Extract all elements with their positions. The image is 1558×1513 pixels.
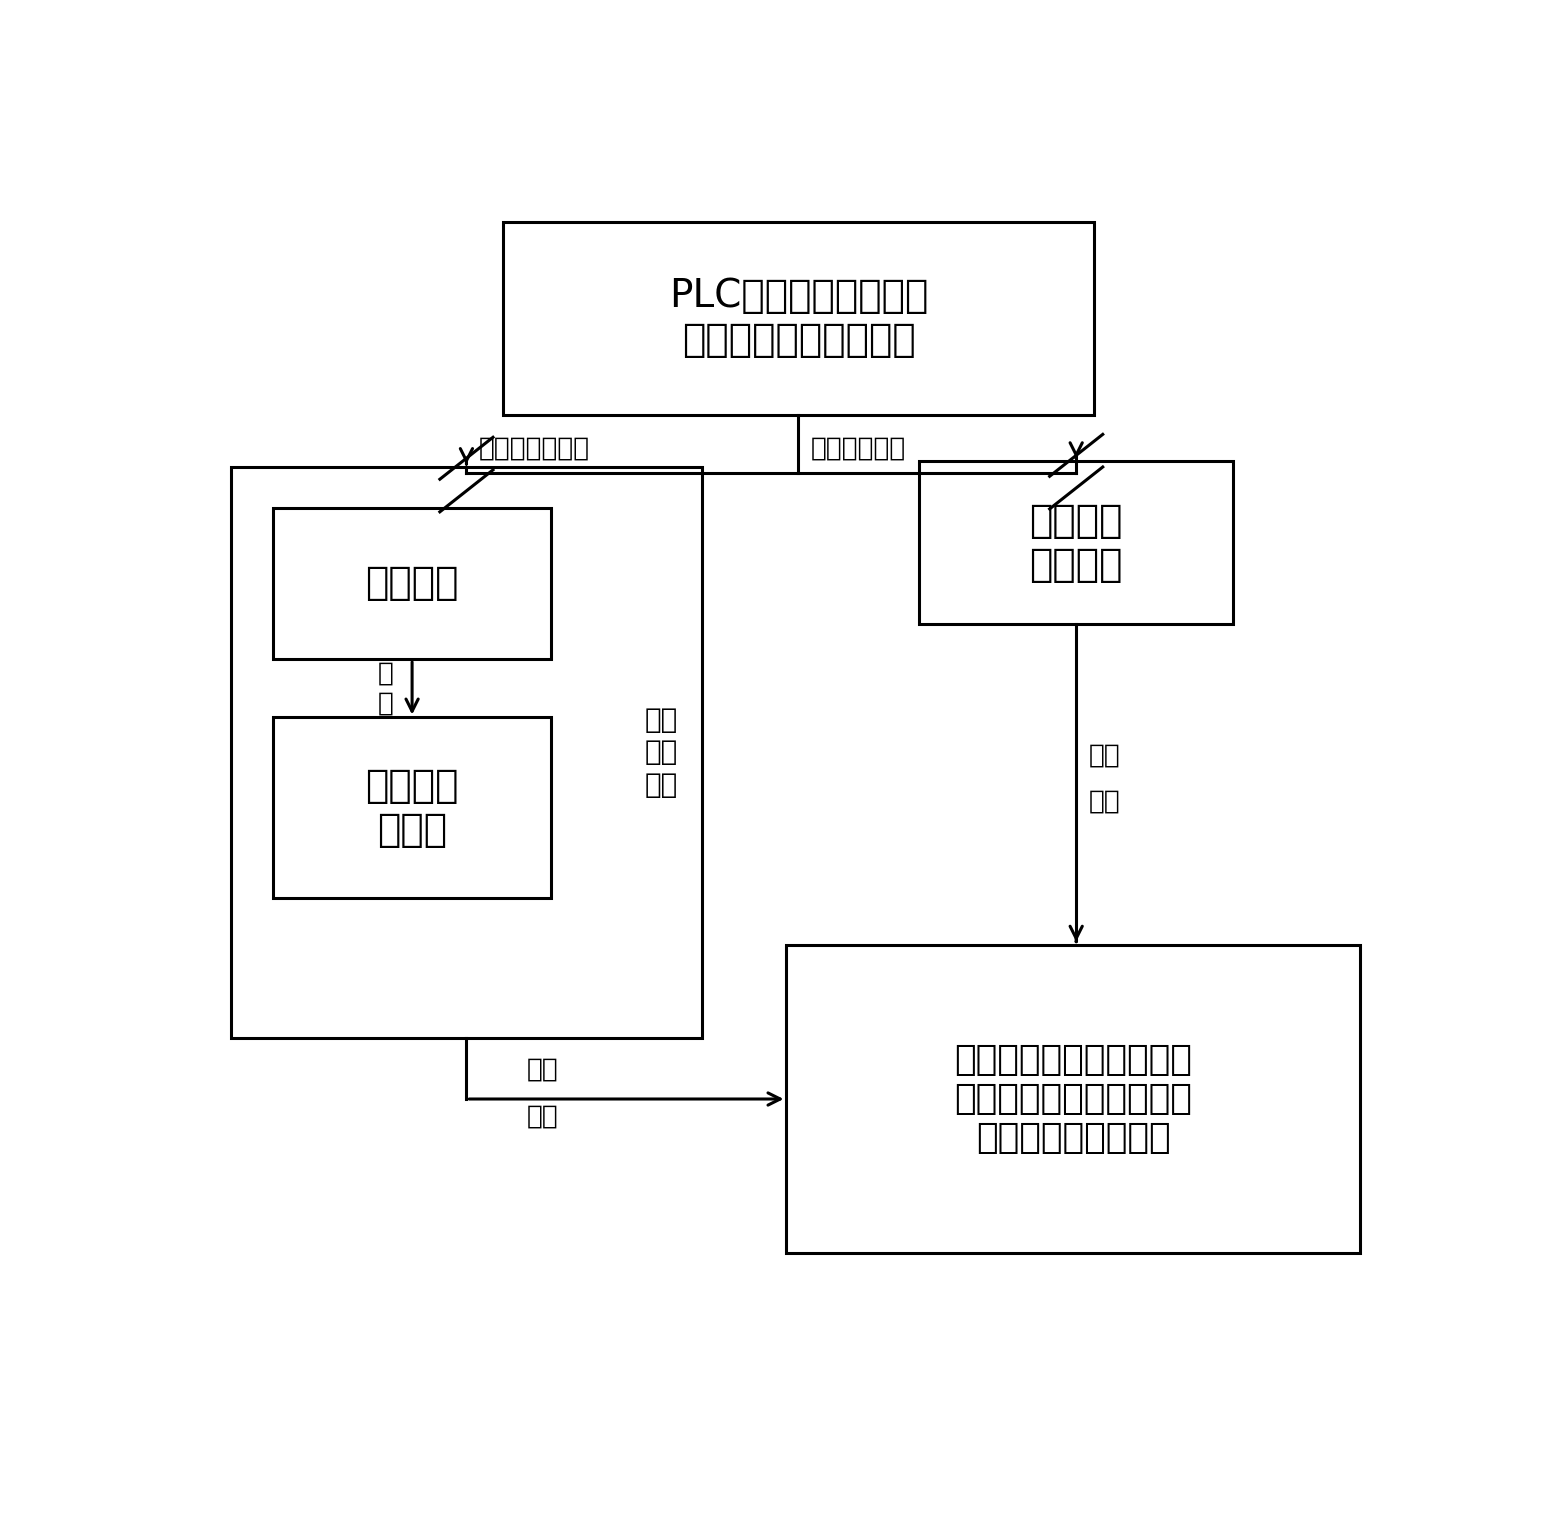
Text: 计算温度
设定值: 计算温度 设定值 <box>365 767 460 849</box>
Bar <box>787 944 1360 1253</box>
Bar <box>273 717 552 899</box>
Text: 配方选择: 配方选择 <box>365 564 460 602</box>
Text: 参
数: 参 数 <box>379 660 394 716</box>
Bar <box>273 508 552 660</box>
Text: 钢带速度信息: 钢带速度信息 <box>810 436 905 461</box>
Text: 位置: 位置 <box>1087 743 1120 769</box>
Bar <box>919 461 1234 625</box>
Text: 信息
匹配
系统: 信息 匹配 系统 <box>645 707 678 799</box>
Text: 将速度对
时间积分: 将速度对 时间积分 <box>1030 502 1123 584</box>
Bar <box>231 468 701 1038</box>
Text: 分布式控制系统结合位置
信息与温度设定值，对炉
区分别进行温度控制: 分布式控制系统结合位置 信息与温度设定值，对炉 区分别进行温度控制 <box>953 1042 1192 1156</box>
Text: 温度: 温度 <box>527 1058 559 1083</box>
Text: 钢种、厚度信息: 钢种、厚度信息 <box>478 436 589 461</box>
Bar <box>503 222 1094 415</box>
Text: PLC控制器采集钢带的
钢种、厚度、速度信息: PLC控制器采集钢带的 钢种、厚度、速度信息 <box>668 277 929 360</box>
Text: 信息: 信息 <box>1087 788 1120 816</box>
Text: 信息: 信息 <box>527 1103 559 1130</box>
